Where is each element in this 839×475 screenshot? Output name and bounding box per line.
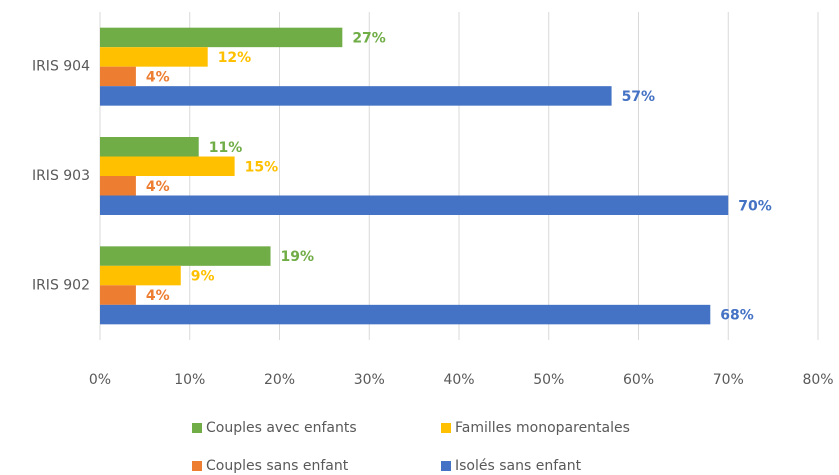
legend-label: Familles monoparentales: [455, 420, 630, 436]
x-tick-label: 50%: [533, 372, 564, 388]
bar: [100, 137, 199, 157]
value-label: 70%: [738, 198, 772, 214]
x-tick-label: 10%: [174, 372, 205, 388]
y-tick-label: IRIS 904: [32, 59, 90, 75]
legend-label: Isolés sans enfant: [455, 458, 582, 474]
bar: [100, 246, 271, 266]
bar: [100, 285, 136, 305]
bar: [100, 47, 208, 67]
bar: [100, 27, 343, 48]
value-label: 12%: [218, 50, 252, 66]
x-tick-label: 80%: [802, 372, 833, 388]
x-tick-label: 0%: [89, 372, 111, 388]
x-tick-label: 20%: [264, 372, 295, 388]
bar: [100, 86, 612, 106]
value-label: 4%: [146, 288, 170, 304]
value-label: 68%: [720, 308, 754, 324]
value-label: 9%: [191, 269, 215, 285]
value-label: 15%: [245, 159, 279, 175]
value-label: 4%: [146, 69, 170, 85]
y-tick-label: IRIS 902: [32, 277, 90, 293]
x-tick-label: 60%: [623, 372, 654, 388]
x-tick-label: 30%: [354, 372, 385, 388]
bar: [100, 66, 136, 87]
y-tick-label: IRIS 903: [32, 168, 90, 184]
value-label: 27%: [352, 30, 386, 46]
bar: [100, 304, 711, 325]
legend-label: Couples sans enfant: [206, 458, 349, 474]
x-tick-label: 40%: [443, 372, 474, 388]
legend-swatch: [441, 423, 451, 433]
value-label: 4%: [146, 179, 170, 195]
bar: [100, 156, 235, 176]
legend-swatch: [441, 461, 451, 471]
value-label: 19%: [281, 249, 315, 265]
legend-swatch: [192, 423, 202, 433]
value-label: 11%: [209, 140, 243, 156]
bar: [100, 265, 181, 286]
bar: [100, 195, 729, 215]
x-tick-label: 70%: [713, 372, 744, 388]
bar: [100, 176, 136, 196]
legend-label: Couples avec enfants: [206, 420, 357, 436]
legend-swatch: [192, 461, 202, 471]
value-label: 57%: [622, 89, 656, 105]
